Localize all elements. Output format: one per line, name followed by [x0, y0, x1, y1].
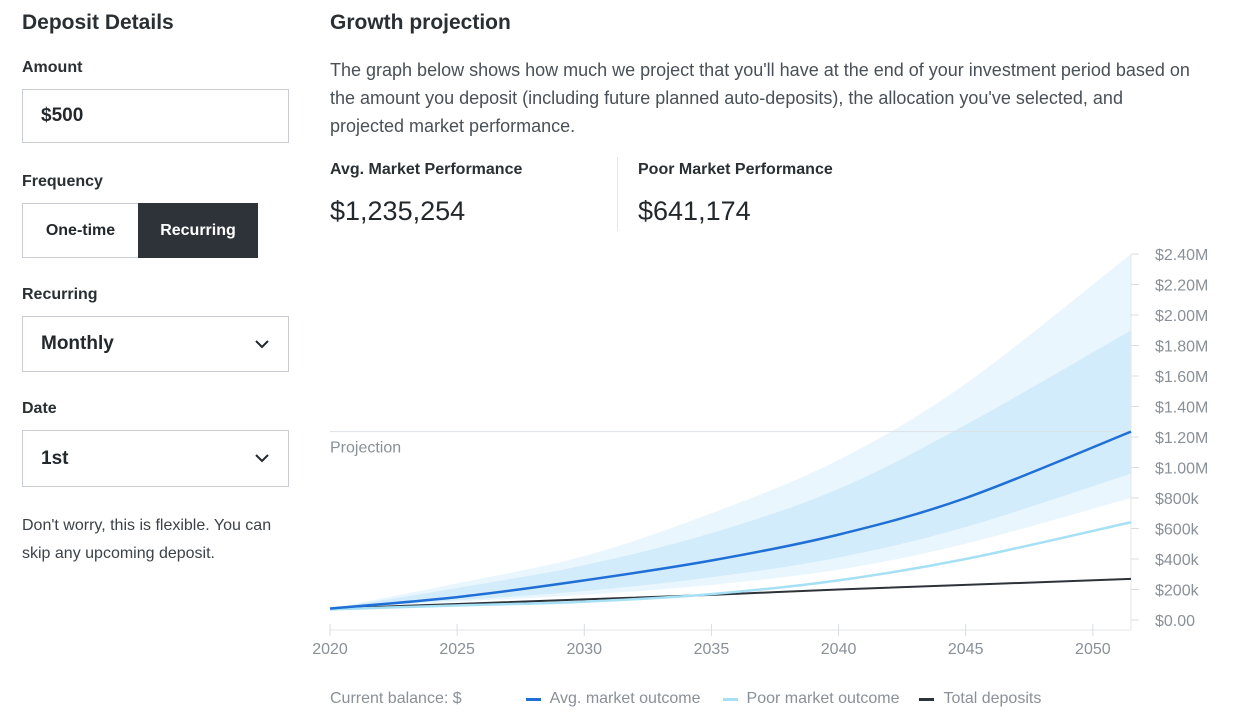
growth-description: The graph below shows how much we projec… — [330, 60, 1190, 136]
x-tick-label: 2045 — [948, 641, 984, 658]
legend-prefix: Current balance: $ — [330, 690, 462, 707]
avg-performance-label: Avg. Market Performance — [330, 161, 523, 178]
growth-projection-title: Growth projection — [330, 11, 511, 34]
deposit-details-title: Deposit Details — [22, 11, 174, 34]
x-tick-label: 2050 — [1075, 641, 1111, 658]
amount-input[interactable]: $500 — [22, 89, 289, 143]
stat-divider — [617, 157, 618, 231]
chart-legend: Current balance: $ Avg. market outcome P… — [330, 690, 1041, 708]
recurring-select-value: Monthly — [41, 333, 114, 354]
poor-performance-label: Poor Market Performance — [638, 161, 833, 178]
date-label: Date — [22, 400, 57, 417]
chevron-down-icon — [254, 336, 270, 352]
y-tick-label: $0.00 — [1155, 613, 1195, 630]
y-tick-label: $200k — [1155, 583, 1200, 600]
series-line-avg — [329, 430, 1132, 610]
legend-swatch-deposits — [919, 697, 935, 701]
y-tick-label: $1.80M — [1155, 339, 1208, 356]
x-tick-label: 2040 — [821, 641, 857, 658]
date-select-value: 1st — [41, 447, 69, 469]
poor-performance-value: $641,174 — [638, 196, 751, 226]
legend-swatch-avg — [525, 697, 541, 701]
legend-item-poor: Poor market outcome — [722, 690, 900, 708]
legend-label-deposits: Total deposits — [943, 690, 1042, 707]
frequency-one-time-button[interactable]: One-time — [22, 203, 138, 258]
y-tick-label: $2.40M — [1155, 247, 1208, 264]
x-tick-label: 2025 — [439, 641, 475, 658]
legend-item-deposits: Total deposits — [919, 690, 1041, 708]
recurring-select[interactable]: Monthly — [22, 316, 289, 372]
frequency-recurring-button[interactable]: Recurring — [138, 203, 258, 258]
recurring-label: Recurring — [22, 286, 98, 303]
y-tick-label: $1.00M — [1155, 461, 1208, 478]
chevron-down-icon — [254, 451, 270, 467]
y-tick-label: $1.40M — [1155, 400, 1208, 417]
legend-label-avg: Avg. market outcome — [549, 690, 701, 707]
y-tick-label: $2.00M — [1155, 308, 1208, 325]
projection-band-inner — [330, 330, 1131, 609]
y-tick-label: $1.60M — [1155, 369, 1208, 386]
y-tick-label: $400k — [1155, 552, 1200, 569]
flexible-note: Don't worry, this is flexible. You can s… — [22, 517, 272, 562]
y-tick-label: $1.20M — [1155, 430, 1208, 447]
amount-label: Amount — [22, 59, 83, 76]
x-tick-label: 2035 — [694, 641, 730, 658]
date-select[interactable]: 1st — [22, 430, 289, 487]
frequency-label: Frequency — [22, 173, 103, 190]
projection-annotation: Projection — [330, 440, 401, 457]
y-tick-label: $2.20M — [1155, 278, 1208, 295]
legend-item-avg: Avg. market outcome — [525, 690, 701, 708]
legend-label-poor: Poor market outcome — [746, 690, 900, 707]
y-tick-label: $600k — [1155, 522, 1200, 539]
x-tick-label: 2030 — [566, 641, 602, 658]
x-tick-label: 2020 — [312, 641, 348, 658]
series-line-poor — [329, 521, 1132, 611]
avg-performance-value: $1,235,254 — [330, 196, 466, 226]
legend-swatch-poor — [722, 697, 738, 701]
y-tick-label: $800k — [1155, 491, 1200, 508]
frequency-toggle: One-time Recurring — [22, 203, 258, 258]
